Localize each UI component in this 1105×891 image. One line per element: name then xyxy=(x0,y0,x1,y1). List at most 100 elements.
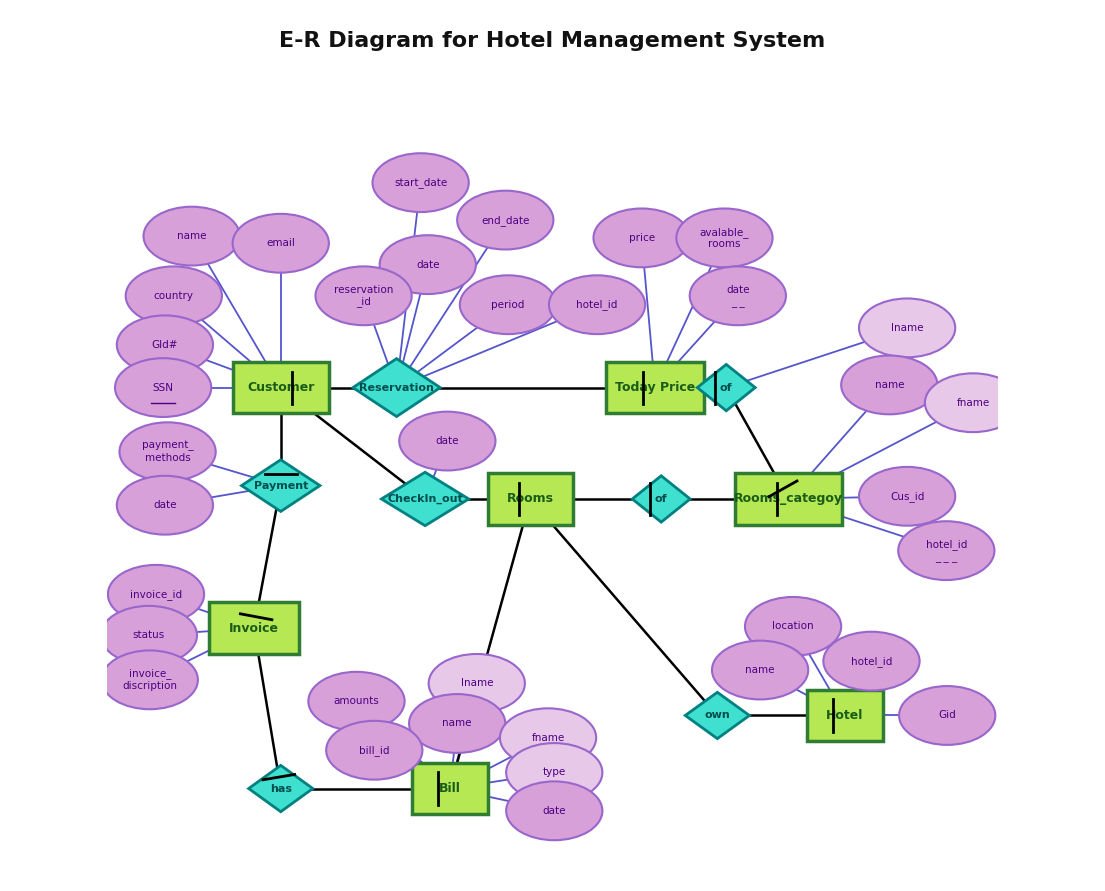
Text: Today Price: Today Price xyxy=(614,381,695,394)
Ellipse shape xyxy=(429,654,525,713)
Ellipse shape xyxy=(316,266,412,325)
Text: reservation
_id: reservation _id xyxy=(334,284,393,307)
Text: Bill: Bill xyxy=(439,782,461,795)
Ellipse shape xyxy=(115,358,211,417)
Ellipse shape xyxy=(499,708,597,767)
Text: start_date: start_date xyxy=(394,177,448,188)
Text: fname: fname xyxy=(532,732,565,743)
Text: lname: lname xyxy=(461,678,493,689)
Ellipse shape xyxy=(549,275,645,334)
Polygon shape xyxy=(685,692,749,739)
FancyBboxPatch shape xyxy=(606,362,704,413)
Text: SSN: SSN xyxy=(152,382,173,393)
Ellipse shape xyxy=(676,208,772,267)
Polygon shape xyxy=(697,364,755,411)
FancyBboxPatch shape xyxy=(488,473,572,525)
Text: name: name xyxy=(746,665,775,675)
Text: hotel_id
_ _ _: hotel_id _ _ _ xyxy=(926,539,967,562)
Text: name: name xyxy=(442,718,472,729)
Text: date: date xyxy=(543,805,566,816)
Text: date: date xyxy=(435,436,459,446)
Polygon shape xyxy=(381,472,469,526)
Ellipse shape xyxy=(409,694,505,753)
Ellipse shape xyxy=(102,650,198,709)
Ellipse shape xyxy=(101,606,197,665)
Text: name: name xyxy=(874,380,904,390)
FancyBboxPatch shape xyxy=(210,602,298,654)
Ellipse shape xyxy=(117,315,213,374)
Ellipse shape xyxy=(690,266,786,325)
Text: period: period xyxy=(492,299,525,310)
Text: Hotel: Hotel xyxy=(827,709,863,722)
Text: price: price xyxy=(629,233,654,243)
Text: date: date xyxy=(154,500,177,511)
Ellipse shape xyxy=(308,672,404,731)
Text: location: location xyxy=(772,621,814,632)
Text: own: own xyxy=(705,710,730,721)
Text: country: country xyxy=(154,290,193,301)
Ellipse shape xyxy=(460,275,556,334)
Ellipse shape xyxy=(126,266,222,325)
Text: Rooms: Rooms xyxy=(507,493,554,505)
Text: fname: fname xyxy=(957,397,990,408)
Text: avalable_
rooms: avalable_ rooms xyxy=(699,226,749,249)
Text: type: type xyxy=(543,767,566,778)
Ellipse shape xyxy=(898,521,994,580)
Text: Customer: Customer xyxy=(248,381,315,394)
FancyBboxPatch shape xyxy=(412,763,488,814)
Ellipse shape xyxy=(899,686,996,745)
Polygon shape xyxy=(352,359,440,417)
Text: lname: lname xyxy=(891,323,924,333)
Text: hotel_id: hotel_id xyxy=(851,656,892,666)
Ellipse shape xyxy=(326,721,422,780)
Polygon shape xyxy=(242,460,320,511)
Polygon shape xyxy=(632,476,691,522)
Text: CheckIn_out: CheckIn_out xyxy=(387,494,463,504)
Text: GId#: GId# xyxy=(151,339,178,350)
FancyBboxPatch shape xyxy=(735,473,842,525)
Text: Payment: Payment xyxy=(253,480,308,491)
Ellipse shape xyxy=(119,422,215,481)
FancyBboxPatch shape xyxy=(807,690,883,741)
Text: Reservation: Reservation xyxy=(359,382,434,393)
Text: hotel_id: hotel_id xyxy=(577,299,618,310)
Polygon shape xyxy=(249,765,313,812)
Ellipse shape xyxy=(233,214,329,273)
Text: Rooms_categoy: Rooms_categoy xyxy=(734,493,843,505)
Text: of: of xyxy=(655,494,667,504)
Text: amounts: amounts xyxy=(334,696,379,707)
Text: Gid: Gid xyxy=(938,710,956,721)
Ellipse shape xyxy=(823,632,919,691)
Text: email: email xyxy=(266,238,295,249)
Ellipse shape xyxy=(380,235,476,294)
Ellipse shape xyxy=(859,298,955,357)
Ellipse shape xyxy=(712,641,808,699)
Text: invoice_
discription: invoice_ discription xyxy=(123,668,177,691)
Ellipse shape xyxy=(593,208,690,267)
FancyBboxPatch shape xyxy=(233,362,329,413)
Text: date: date xyxy=(415,259,440,270)
Ellipse shape xyxy=(399,412,495,470)
Ellipse shape xyxy=(745,597,841,656)
Ellipse shape xyxy=(144,207,240,266)
Ellipse shape xyxy=(859,467,955,526)
Text: has: has xyxy=(270,783,292,794)
Text: Invoice: Invoice xyxy=(229,622,280,634)
Text: end_date: end_date xyxy=(481,215,529,225)
Text: date
_ _: date _ _ xyxy=(726,284,749,307)
Ellipse shape xyxy=(925,373,1021,432)
Ellipse shape xyxy=(117,476,213,535)
Text: bill_id: bill_id xyxy=(359,745,390,756)
Text: E-R Diagram for Hotel Management System: E-R Diagram for Hotel Management System xyxy=(280,31,825,51)
Ellipse shape xyxy=(457,191,554,249)
Text: Cus_id: Cus_id xyxy=(890,491,924,502)
Text: status: status xyxy=(133,630,165,641)
Text: of: of xyxy=(720,382,733,393)
Ellipse shape xyxy=(506,781,602,840)
Ellipse shape xyxy=(372,153,469,212)
Text: name: name xyxy=(177,231,207,241)
Text: payment_
methods: payment_ methods xyxy=(141,441,193,462)
Ellipse shape xyxy=(506,743,602,802)
Text: invoice_id: invoice_id xyxy=(130,589,182,600)
Ellipse shape xyxy=(108,565,204,624)
